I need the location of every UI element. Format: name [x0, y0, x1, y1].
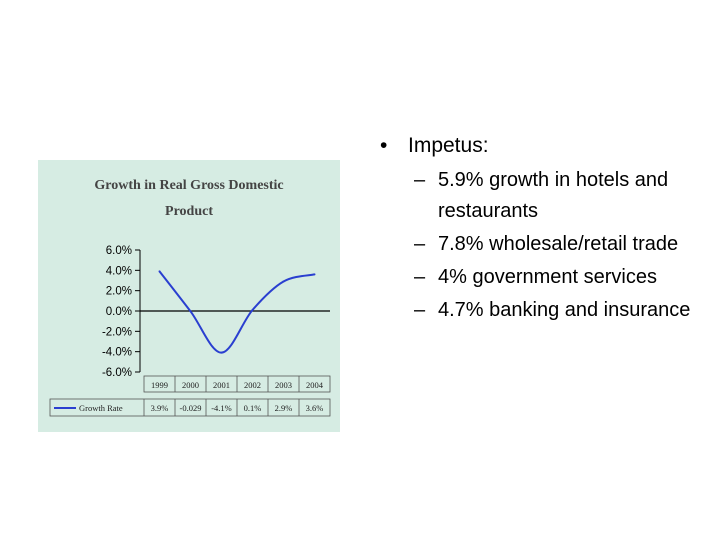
data-value-label: 3.6%: [306, 403, 324, 413]
data-table: 1999 2000 2001 2002 2003 2004 3.9% -0.029 -4.1% 0…: [49, 375, 331, 417]
data-value-label: 3.9%: [151, 403, 169, 413]
x-category-label: 2004: [306, 380, 324, 390]
x-category-label: 2000: [182, 380, 199, 390]
data-point: [251, 308, 254, 311]
x-category-label: 1999: [151, 380, 168, 390]
dash-icon: –: [414, 266, 426, 288]
bullet-list: • Impetus: –5.9% growth in hotels and re…: [380, 130, 710, 328]
bullet-label: Impetus:: [408, 134, 489, 157]
sub-bullet-item: –5.9% growth in hotels and restaurants: [380, 165, 710, 227]
gdp-growth-chart: Growth in Real Gross Domestic Product 6.…: [49, 178, 331, 417]
dash-icon: –: [414, 169, 426, 191]
bullet-dot-icon: •: [380, 134, 388, 157]
y-tick-label: -4.0%: [102, 347, 132, 359]
y-tick-label: 4.0%: [106, 265, 132, 277]
sub-bullet-text: 5.9% growth in hotels and restaurants: [438, 169, 669, 222]
sub-bullet-text: 4% government services: [438, 266, 657, 288]
bullet-impetus: • Impetus:: [380, 130, 710, 161]
legend-label: Growth Rate: [79, 403, 123, 413]
data-point: [158, 270, 161, 273]
data-value-label: -4.1%: [211, 403, 232, 413]
series-line-growth-rate: [158, 270, 315, 354]
dash-icon: –: [414, 299, 426, 321]
y-axis: 6.0% 4.0% 2.0% 0.0% -2.0% -4.0% -6.0%: [102, 245, 330, 379]
data-value-label: -0.029: [180, 403, 202, 413]
sub-bullet-text: 4.7% banking and insurance: [438, 299, 691, 321]
x-category-label: 2003: [275, 380, 292, 390]
y-tick-label: -2.0%: [102, 326, 132, 338]
x-category-label: 2002: [244, 380, 261, 390]
data-point: [189, 310, 192, 313]
table-data-row: [49, 398, 331, 417]
chart-title-line-1: Growth in Real Gross Domestic: [94, 178, 283, 193]
y-tick-label: 6.0%: [106, 245, 132, 257]
y-tick-label: -6.0%: [102, 367, 132, 379]
data-point: [282, 280, 285, 283]
dash-icon: –: [414, 233, 426, 255]
chart-panel: Growth in Real Gross Domestic Product 6.…: [38, 160, 340, 432]
sub-bullet-item: –4% government services: [380, 262, 710, 293]
data-point: [313, 273, 316, 276]
x-category-label: 2001: [213, 380, 230, 390]
y-tick-label: 2.0%: [106, 286, 132, 298]
sub-bullet-item: –7.8% wholesale/retail trade: [380, 229, 710, 260]
series-growth-rate: [158, 270, 316, 354]
sub-bullet-text: 7.8% wholesale/retail trade: [438, 233, 679, 255]
sub-bullet-list: –5.9% growth in hotels and restaurants –…: [380, 165, 710, 326]
data-value-label: 0.1%: [244, 403, 262, 413]
data-value-label: 2.9%: [275, 403, 293, 413]
chart-title-line-2: Product: [165, 204, 213, 219]
data-point: [220, 351, 223, 354]
y-tick-label: 0.0%: [106, 306, 132, 318]
sub-bullet-item: –4.7% banking and insurance: [380, 295, 710, 326]
